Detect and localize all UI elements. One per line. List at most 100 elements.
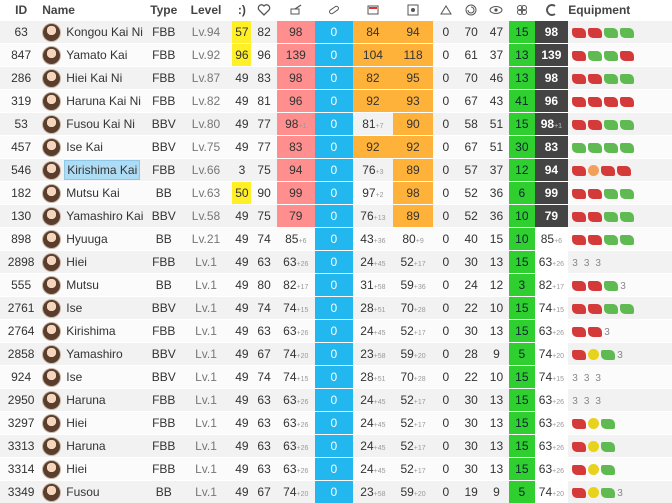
equipment-green-icon[interactable]	[604, 212, 618, 222]
col-header-torpedo[interactable]	[315, 0, 353, 21]
equipment-red-icon[interactable]	[604, 97, 618, 107]
col-header-antiair[interactable]	[393, 0, 433, 21]
col-header-level[interactable]: Level	[180, 0, 233, 21]
equipment-red-icon[interactable]	[572, 465, 586, 475]
col-header-evasion[interactable]	[433, 0, 458, 21]
equipment-red-icon[interactable]	[588, 97, 602, 107]
col-header-firepower[interactable]	[277, 0, 315, 21]
ship-name[interactable]: Hiei Kai Ni	[64, 69, 124, 87]
equipment-green-icon[interactable]	[588, 51, 602, 61]
col-header-type[interactable]: Type	[148, 0, 180, 21]
equipment-red-icon[interactable]	[572, 74, 586, 84]
equipment-red-icon[interactable]	[572, 166, 586, 176]
ship-name[interactable]: Yamato Kai	[64, 46, 129, 64]
equipment-red-icon[interactable]	[588, 304, 602, 314]
col-header-hp[interactable]	[251, 0, 276, 21]
equipment-red-icon[interactable]	[588, 281, 602, 291]
ship-name[interactable]: Yamashiro Kai	[64, 207, 145, 225]
ship-name[interactable]: Ise Kai	[64, 138, 105, 156]
equipment-green-icon[interactable]	[601, 488, 615, 498]
col-header-asw[interactable]	[458, 0, 483, 21]
equipment-green-icon[interactable]	[620, 120, 634, 130]
equipment-green-icon[interactable]	[620, 74, 634, 84]
equipment-green-icon[interactable]	[601, 419, 615, 429]
equipment-red-icon[interactable]	[588, 28, 602, 38]
equipment-red-icon[interactable]	[572, 28, 586, 38]
equipment-red-icon[interactable]	[572, 120, 586, 130]
ship-name[interactable]: Ise	[64, 299, 84, 317]
equipment-green-icon[interactable]	[620, 189, 634, 199]
equipment-green-icon[interactable]	[604, 51, 618, 61]
equipment-red-icon[interactable]	[620, 97, 634, 107]
equipment-green-icon[interactable]	[604, 143, 618, 153]
ship-name[interactable]: Hiei	[64, 253, 89, 271]
ship-name[interactable]: Kirishima	[64, 322, 117, 340]
equipment-orange-icon[interactable]	[588, 165, 599, 176]
equipment-red-icon[interactable]	[588, 235, 602, 245]
equipment-red-icon[interactable]	[572, 350, 586, 360]
equipment-red-icon[interactable]	[572, 304, 586, 314]
equipment-red-icon[interactable]	[572, 97, 586, 107]
equipment-yellow-icon[interactable]	[588, 487, 599, 498]
equipment-red-icon[interactable]	[588, 327, 602, 337]
ship-name[interactable]: Haruna	[64, 391, 107, 409]
equipment-green-icon[interactable]	[604, 189, 618, 199]
equipment-red-icon[interactable]	[572, 212, 586, 222]
ship-name[interactable]: Mutsu	[64, 276, 101, 294]
ship-name[interactable]: Yamashiro	[64, 345, 124, 363]
equipment-green-icon[interactable]	[620, 143, 634, 153]
equipment-red-icon[interactable]	[572, 419, 586, 429]
equipment-green-icon[interactable]	[604, 120, 618, 130]
equipment-green-icon[interactable]	[604, 74, 618, 84]
col-header-armor[interactable]	[353, 0, 393, 21]
ship-name[interactable]: Kongou Kai Ni	[64, 23, 145, 41]
equipment-green-icon[interactable]	[601, 350, 615, 360]
col-header-id[interactable]: ID	[0, 0, 42, 21]
equipment-green-icon[interactable]	[604, 304, 618, 314]
ship-name[interactable]: Mutsu Kai	[64, 184, 121, 202]
equipment-red-icon[interactable]	[572, 327, 586, 337]
col-header-los[interactable]	[484, 0, 509, 21]
col-header-morale[interactable]: :)	[232, 0, 251, 21]
equipment-red-icon[interactable]	[572, 442, 586, 452]
equipment-red-icon[interactable]	[572, 281, 586, 291]
col-header-range[interactable]	[535, 0, 569, 21]
col-header-name[interactable]: Name	[42, 0, 148, 21]
equipment-red-icon[interactable]	[620, 51, 634, 61]
ship-name[interactable]: Haruna Kai Ni	[64, 92, 143, 110]
equipment-green-icon[interactable]	[601, 465, 615, 475]
ship-name[interactable]: Ise	[64, 368, 84, 386]
equipment-green-icon[interactable]	[604, 235, 618, 245]
equipment-red-icon[interactable]	[588, 74, 602, 84]
equipment-red-icon[interactable]	[572, 488, 586, 498]
equipment-yellow-icon[interactable]	[588, 441, 599, 452]
equipment-yellow-icon[interactable]	[588, 418, 599, 429]
equipment-red-icon[interactable]	[572, 189, 586, 199]
equipment-red-icon[interactable]	[617, 166, 631, 176]
ship-name[interactable]: Fusou Kai Ni	[64, 115, 137, 133]
equipment-green-icon[interactable]	[588, 143, 602, 153]
equipment-green-icon[interactable]	[620, 235, 634, 245]
ship-name[interactable]: Hiei	[64, 414, 89, 432]
ship-name[interactable]: Kirishima Kai	[64, 160, 140, 180]
col-header-luck[interactable]	[509, 0, 534, 21]
equipment-green-icon[interactable]	[601, 442, 615, 452]
equipment-green-icon[interactable]	[604, 281, 618, 291]
equipment-yellow-icon[interactable]	[588, 464, 599, 475]
